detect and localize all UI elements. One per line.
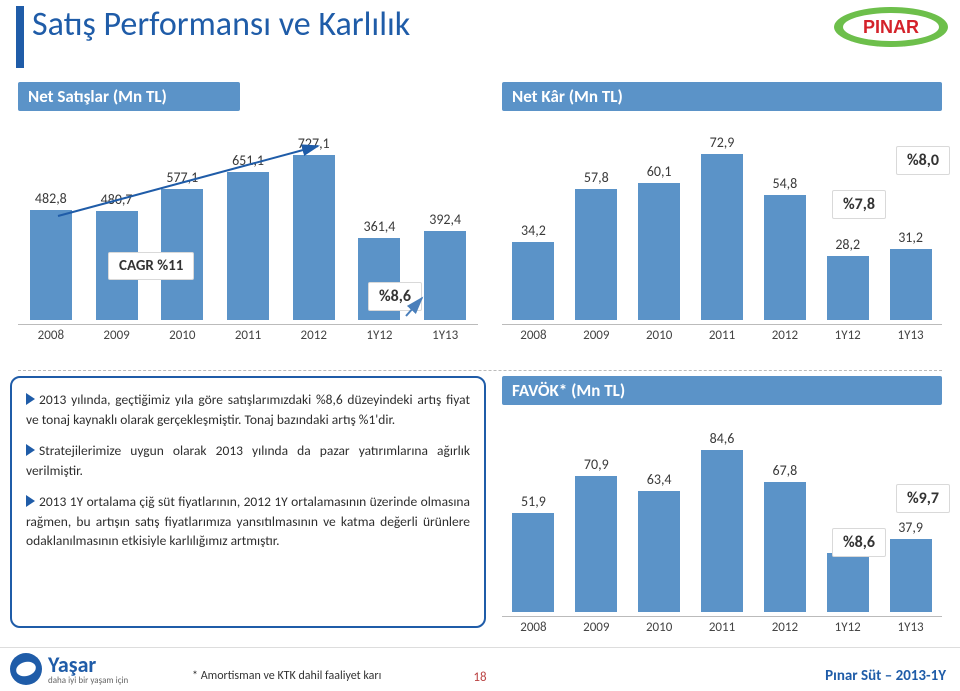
- chart-favok: 51,9 70,9 63,4 84,6 67,8 31,0 37,9 200820092010…: [502, 408, 942, 638]
- caret-icon: [26, 495, 35, 507]
- header-net-kar: Net Kâr (Mn TL): [502, 82, 942, 111]
- bar-value-label: 67,8: [772, 462, 797, 479]
- annotation-fv86: %8,6: [832, 528, 886, 557]
- page-number: 18: [473, 670, 486, 685]
- axis-category-label: 2012: [753, 620, 816, 635]
- logo-yasar-icon: [10, 653, 42, 685]
- bar-value-label: 37,9: [898, 519, 923, 536]
- bar-value-label: 63,4: [647, 471, 672, 488]
- axis-category-label: 2012: [753, 328, 816, 343]
- bar: [512, 242, 554, 320]
- axis-category-label: 2008: [502, 328, 565, 343]
- caret-icon: [26, 393, 35, 405]
- bar-col: 54,8: [753, 116, 816, 320]
- commentary-p2: Stratejilerimize uygun olarak 2013 yılın…: [26, 441, 470, 480]
- bar-value-label: 72,9: [710, 134, 735, 151]
- title-block: Satış Performansı ve Karlılık: [16, 6, 410, 68]
- bar-col: 51,9: [502, 408, 565, 612]
- logo-yasar-small: daha iyi bir yaşam için: [48, 676, 128, 685]
- bar: [701, 450, 743, 612]
- commentary-p3: 2013 1Y ortalama çiğ süt fiyatlarının, 2…: [26, 492, 470, 551]
- commentary-p2-text: Stratejilerimize uygun olarak 2013 yılın…: [26, 442, 470, 479]
- bar-value-label: 51,9: [521, 493, 546, 510]
- bar: [575, 189, 617, 320]
- bar-value-label: 57,8: [584, 169, 609, 186]
- bar: [764, 482, 806, 612]
- logo-yasar-big: Yaşar: [48, 654, 128, 676]
- axis-category-label: 2010: [628, 620, 691, 635]
- bar: [575, 476, 617, 612]
- bar-col: 31,0: [816, 408, 879, 612]
- bar-value-label: 28,2: [835, 236, 860, 253]
- header-favok: FAVÖK* (Mn TL): [502, 376, 942, 405]
- bar-value-label: 34,2: [521, 222, 546, 239]
- bar-col: 70,9: [565, 408, 628, 612]
- bar: [827, 256, 869, 320]
- logo-yasar-text: Yaşar daha iyi bir yaşam için: [48, 654, 128, 685]
- commentary-box: 2013 yılında, geçtiğimiz yıla göre satış…: [10, 376, 486, 628]
- axis-category-label: 2011: [691, 620, 754, 635]
- horizontal-divider: [18, 370, 942, 371]
- bar-value-label: 70,9: [584, 456, 609, 473]
- bar-value-label: 60,1: [647, 163, 672, 180]
- bar: [638, 183, 680, 320]
- footer-right: Pınar Süt – 2013-1Y: [825, 667, 946, 685]
- bar: [890, 249, 932, 320]
- logo-pinar: PINAR: [832, 4, 950, 50]
- bar: [512, 513, 554, 612]
- axis-category-label: 1Y13: [879, 328, 942, 343]
- bar: [638, 491, 680, 612]
- axis-category-label: 2010: [628, 328, 691, 343]
- page-title: Satış Performansı ve Karlılık: [32, 6, 410, 43]
- commentary-p3-text: 2013 1Y ortalama çiğ süt fiyatlarının, 2…: [26, 493, 470, 549]
- svg-text:PINAR: PINAR: [863, 17, 919, 37]
- commentary-p1-text: 2013 yılında, geçtiğimiz yıla göre satış…: [26, 391, 470, 428]
- bar-col: 84,6: [691, 408, 754, 612]
- bar-col: 60,1: [628, 116, 691, 320]
- caret-icon: [26, 444, 35, 456]
- bar: [764, 195, 806, 320]
- footer: Yaşar daha iyi bir yaşam için * Amortism…: [0, 647, 960, 691]
- bar-col: 34,2: [502, 116, 565, 320]
- axis-category-label: 1Y12: [816, 620, 879, 635]
- chart-net-kar: 34,2 57,8 60,1 72,9 54,8 28,2 31,2 200820092010…: [502, 116, 942, 346]
- footnote: * Amortisman ve KTK dahil faaliyet karı: [192, 669, 381, 683]
- bar-col: 57,8: [565, 116, 628, 320]
- bar: [701, 154, 743, 320]
- logo-yasar: Yaşar daha iyi bir yaşam için: [10, 647, 190, 691]
- annotation-fv97: %9,7: [896, 484, 950, 513]
- bar: [890, 539, 932, 612]
- bar-col: 63,4: [628, 408, 691, 612]
- commentary-p1: 2013 yılında, geçtiğimiz yıla göre satış…: [26, 390, 470, 429]
- bar-value-label: 84,6: [710, 430, 735, 447]
- arrow-cagr: [18, 116, 478, 346]
- axis-category-label: 2009: [565, 620, 628, 635]
- header-net-satislar: Net Satışlar (Mn TL): [18, 82, 240, 111]
- axis-category-label: 2009: [565, 328, 628, 343]
- axis-category-label: 2008: [502, 620, 565, 635]
- bar-value-label: 54,8: [772, 175, 797, 192]
- axis-category-label: 1Y12: [816, 328, 879, 343]
- bar-col: 72,9: [691, 116, 754, 320]
- bar-col: 67,8: [753, 408, 816, 612]
- axis-category-label: 2011: [691, 328, 754, 343]
- annotation-nk80: %8,0: [896, 146, 950, 175]
- bar-value-label: 31,2: [898, 229, 923, 246]
- title-accent-bar: [16, 6, 24, 68]
- bar: [827, 553, 869, 612]
- annotation-nk78: %7,8: [832, 190, 886, 219]
- axis-category-label: 1Y13: [879, 620, 942, 635]
